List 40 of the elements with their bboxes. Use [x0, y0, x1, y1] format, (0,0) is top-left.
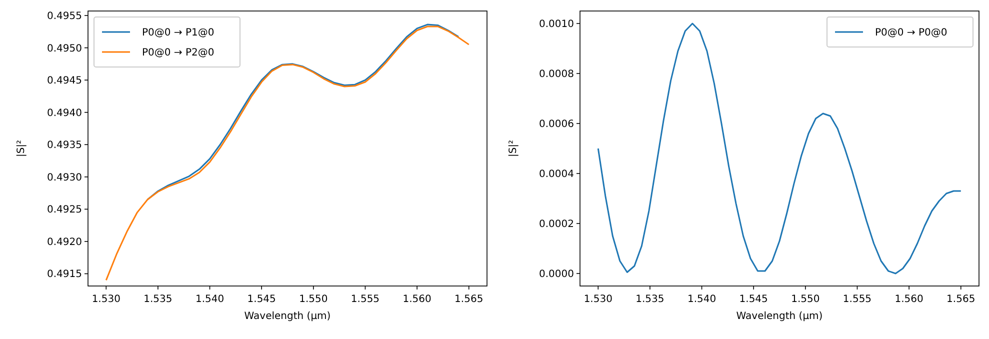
line-series: [597, 22, 962, 274]
y-tick-label: 0.4950: [47, 43, 82, 54]
x-tick-label: 1.565: [946, 294, 976, 305]
y-tick-label: 0.4920: [47, 236, 82, 248]
legend-label: P0@0 → P0@0: [875, 28, 948, 38]
y-tick-label: 0.4930: [47, 172, 82, 184]
y-tick-label: 0.0000: [539, 269, 574, 280]
x-axis-title: Wavelength (µm): [736, 311, 823, 322]
x-tick-label: 1.560: [402, 294, 432, 305]
y-tick-label: 0.0008: [539, 69, 574, 80]
x-tick-label: 1.535: [144, 294, 172, 305]
y-tick-label: 0.4955: [47, 11, 82, 22]
x-tick-label: 1.535: [636, 294, 664, 305]
y-tick-label: 0.0006: [539, 119, 574, 130]
x-tick-label: 1.540: [195, 294, 224, 305]
y-tick-label: 0.4935: [47, 140, 82, 152]
x-tick-label: 1.560: [894, 294, 924, 305]
y-tick-label: 0.4945: [47, 76, 82, 87]
y-tick-label: 0.4925: [47, 204, 82, 216]
x-tick-label: 1.565: [454, 294, 484, 305]
y-tick-label: 0.0010: [539, 19, 574, 30]
x-tick-label: 1.555: [350, 294, 380, 305]
x-tick-label: 1.550: [299, 294, 328, 305]
x-axis-title: Wavelength (µm): [244, 311, 331, 322]
y-tick-label: 0.4915: [47, 269, 82, 280]
x-tick-label: 1.530: [92, 294, 120, 305]
legend-label: P0@0 → P1@0: [142, 28, 214, 38]
line-series: [105, 26, 470, 281]
legend-label: P0@0 → P2@0: [142, 48, 214, 58]
x-tick-label: 1.545: [247, 294, 276, 305]
x-tick-label: 1.540: [687, 294, 716, 305]
x-tick-label: 1.550: [791, 294, 820, 305]
y-tick-label: 0.0002: [539, 219, 574, 230]
x-tick-label: 1.530: [584, 294, 612, 305]
y-axis-title: |S|²: [508, 140, 519, 158]
y-tick-label: 0.0004: [539, 169, 574, 180]
y-axis-title: |S|²: [16, 140, 27, 158]
x-tick-label: 1.545: [739, 294, 768, 305]
x-tick-label: 1.555: [842, 294, 872, 305]
y-tick-label: 0.4940: [47, 108, 82, 119]
